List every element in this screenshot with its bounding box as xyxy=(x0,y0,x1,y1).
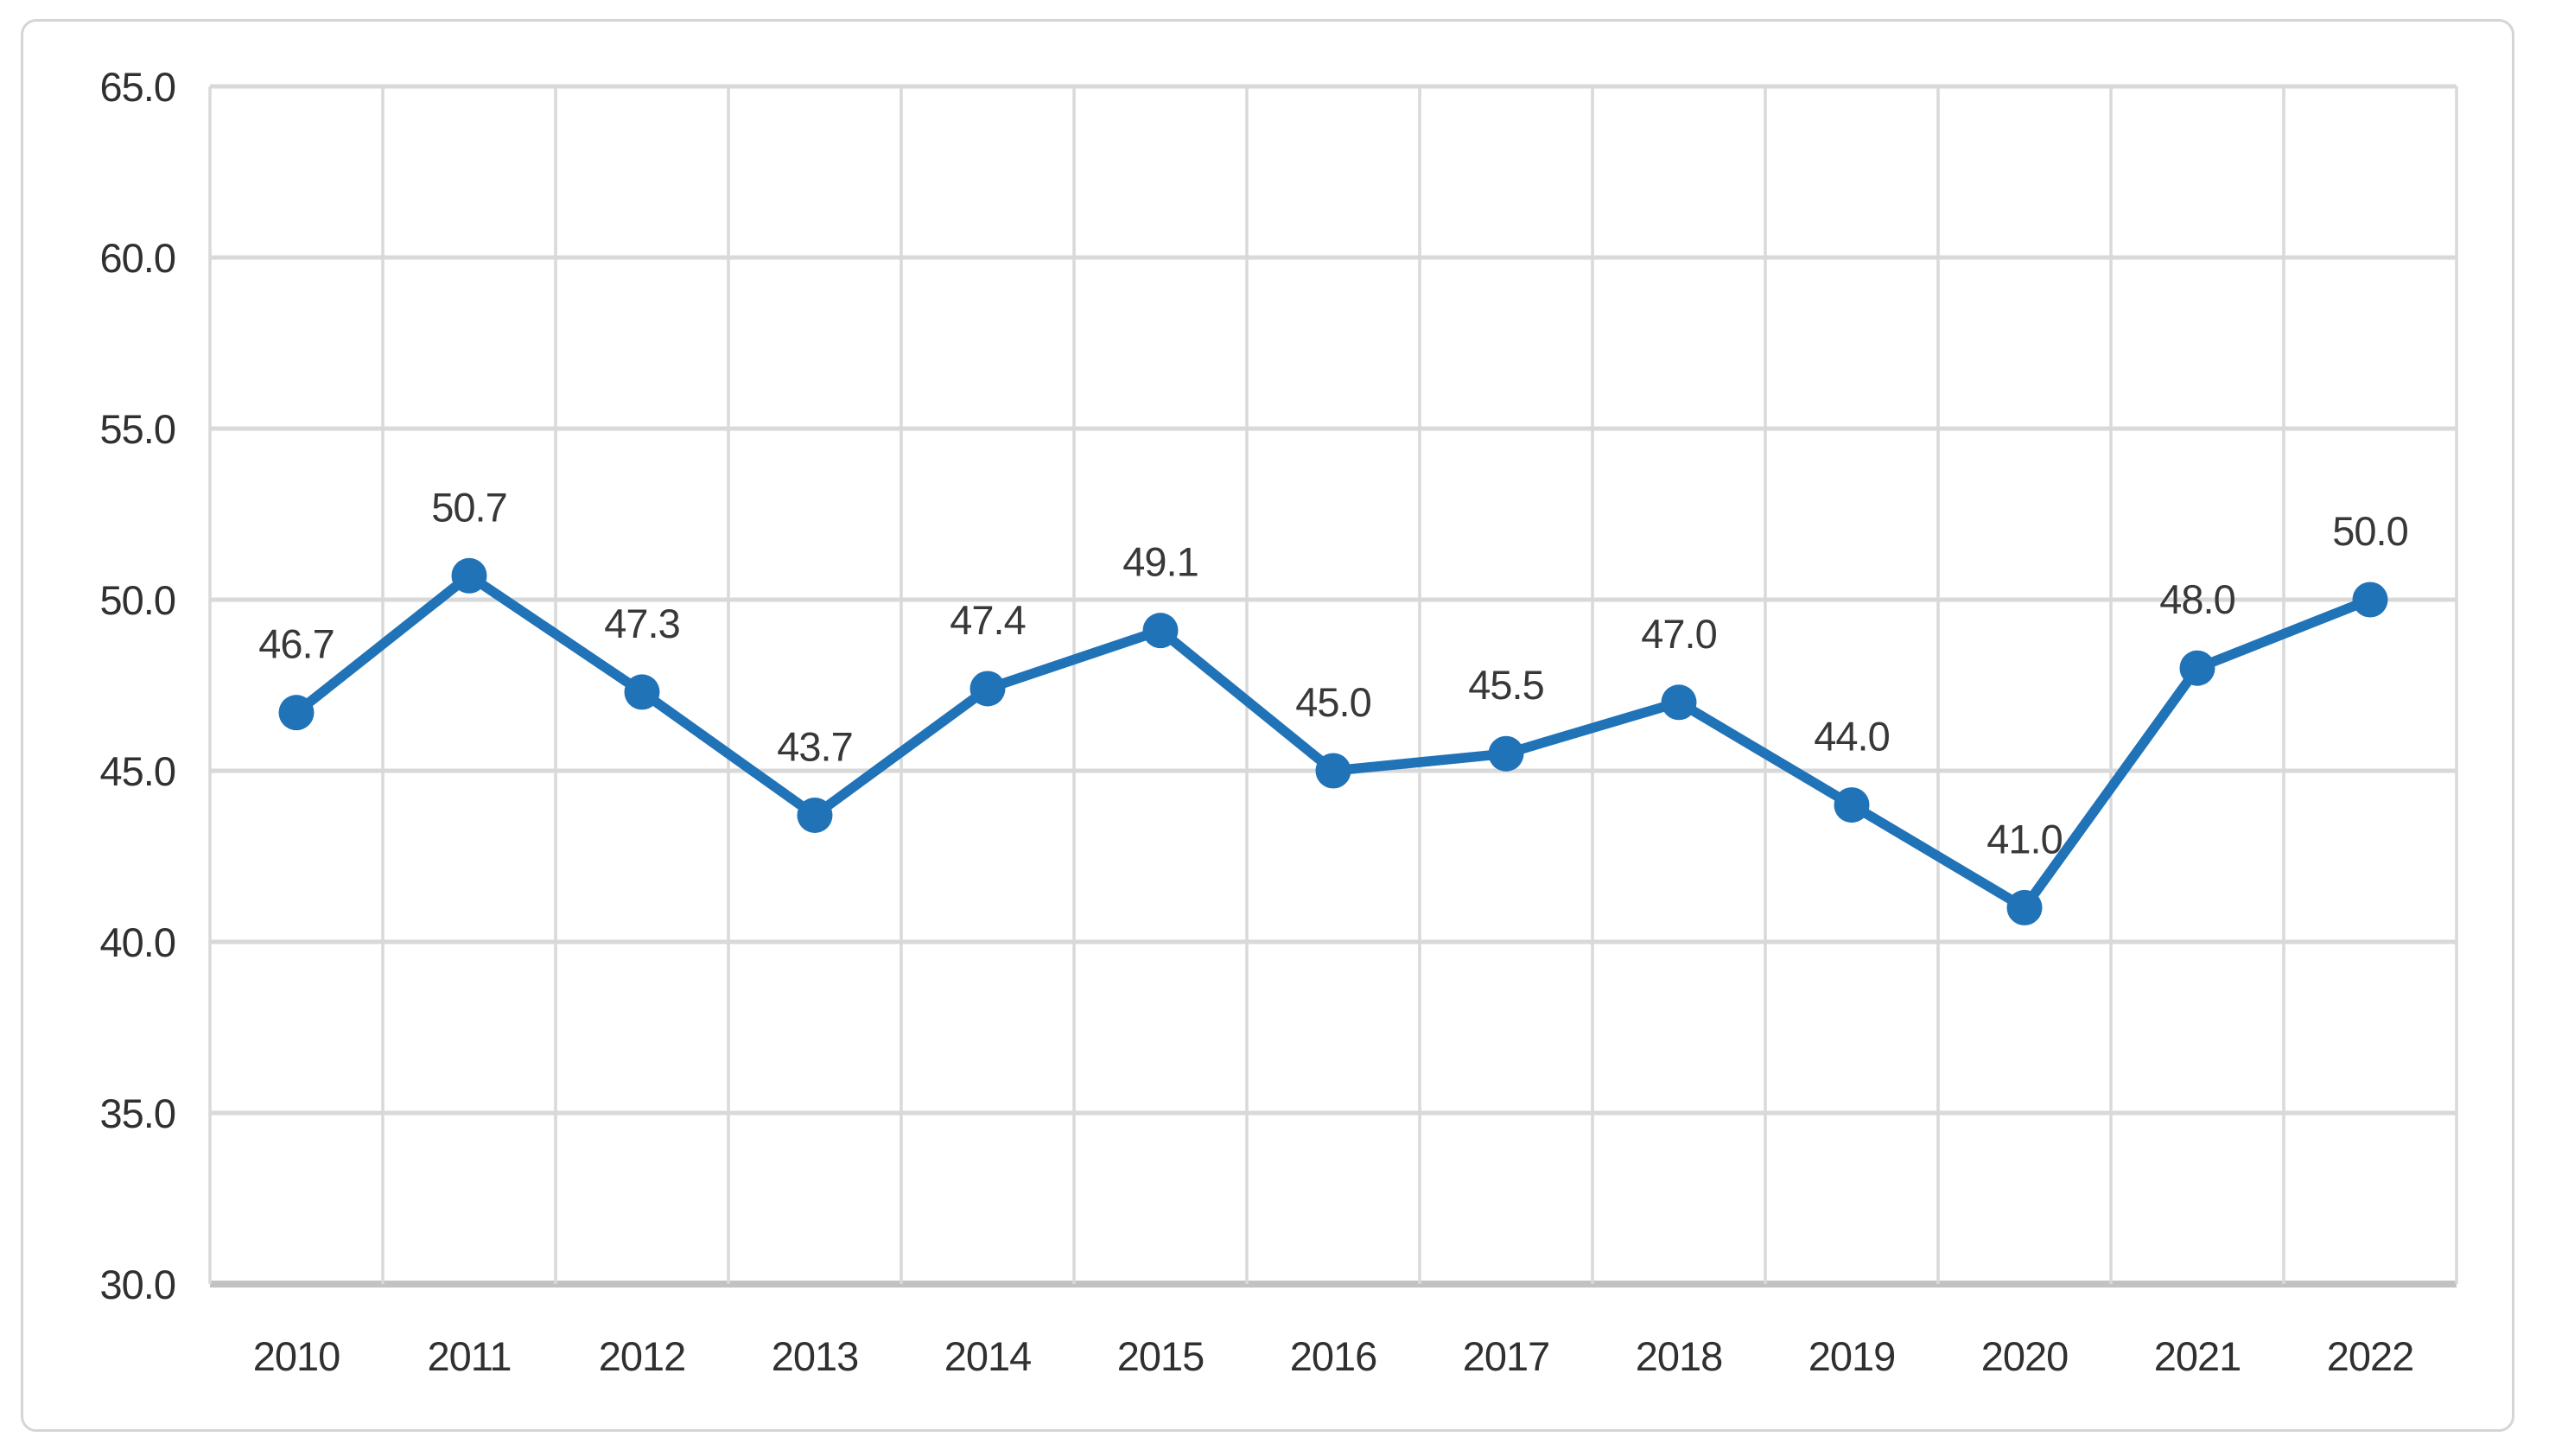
data-label-2018: 47.0 xyxy=(1641,611,1716,657)
x-axis-tick-label: 2015 xyxy=(1117,1333,1205,1379)
x-axis-tick-label: 2019 xyxy=(1808,1333,1896,1379)
y-axis-tick-labels: 65.0 60.0 55.0 50.0 45.0 40.0 35.0 30.0 xyxy=(100,64,176,1307)
data-label-2021: 48.0 xyxy=(2159,576,2234,622)
y-axis-tick-label: 55.0 xyxy=(100,406,175,452)
y-gridlines xyxy=(210,84,2457,1288)
y-axis-tick-label: 45.0 xyxy=(100,748,175,794)
x-axis-tick-label: 2013 xyxy=(772,1333,859,1379)
data-point-marker-2013 xyxy=(797,797,833,833)
data-point-marker-2017 xyxy=(1488,735,1524,772)
y-axis-tick-label: 50.0 xyxy=(100,577,175,623)
data-labels: 46.7 50.7 47.3 43.7 47.4 49.1 45.0 45.5 47.0 44.0… xyxy=(258,484,2408,862)
data-label-2012: 47.3 xyxy=(604,601,679,646)
data-point-marker-2010 xyxy=(278,695,315,731)
x-axis-tick-label: 2014 xyxy=(944,1333,1032,1379)
data-point-marker-2016 xyxy=(1315,753,1351,789)
x-axis-tick-label: 2022 xyxy=(2327,1333,2414,1379)
y-axis-tick-label: 65.0 xyxy=(100,64,175,110)
x-axis-tick-label: 2016 xyxy=(1290,1333,1377,1379)
data-point-marker-2019 xyxy=(1834,787,1870,823)
data-label-2017: 45.5 xyxy=(1468,662,1543,708)
data-point-marker-2015 xyxy=(1142,613,1179,649)
x-axis-tick-label: 2020 xyxy=(1981,1333,2069,1379)
data-label-2015: 49.1 xyxy=(1122,539,1198,585)
data-label-2022: 50.0 xyxy=(2332,508,2407,554)
y-axis-tick-label: 35.0 xyxy=(100,1090,175,1136)
data-point-marker-2014 xyxy=(969,671,1006,707)
data-label-2010: 46.7 xyxy=(258,621,334,667)
x-axis-tick-labels: 2010 2011 2012 2013 2014 2015 2016 2017 2018 2019… xyxy=(253,1333,2415,1379)
x-axis-tick-label: 2010 xyxy=(253,1333,340,1379)
x-axis-tick-label: 2017 xyxy=(1463,1333,1550,1379)
data-point-marker-2021 xyxy=(2179,650,2215,686)
data-label-2019: 44.0 xyxy=(1814,714,1889,760)
x-axis-tick-label: 2021 xyxy=(2154,1333,2241,1379)
y-axis-tick-label: 60.0 xyxy=(100,235,175,281)
data-label-2014: 47.4 xyxy=(950,597,1025,643)
data-point-marker-2022 xyxy=(2352,582,2388,618)
y-axis-tick-label: 40.0 xyxy=(100,919,175,965)
data-label-2020: 41.0 xyxy=(1986,816,2062,862)
data-label-2013: 43.7 xyxy=(777,723,852,769)
data-point-marker-2011 xyxy=(451,557,487,594)
x-axis-tick-label: 2011 xyxy=(427,1333,511,1379)
data-label-2016: 45.0 xyxy=(1295,679,1370,725)
data-point-marker-2020 xyxy=(2006,889,2043,925)
data-label-2011: 50.7 xyxy=(431,484,506,530)
data-point-marker-2018 xyxy=(1661,684,1697,721)
series-markers xyxy=(278,557,2388,925)
x-axis-tick-label: 2018 xyxy=(1636,1333,1723,1379)
y-axis-tick-label: 30.0 xyxy=(100,1262,175,1307)
x-axis-tick-label: 2012 xyxy=(599,1333,686,1379)
data-point-marker-2012 xyxy=(624,674,660,710)
x-gridlines xyxy=(208,86,2458,1284)
